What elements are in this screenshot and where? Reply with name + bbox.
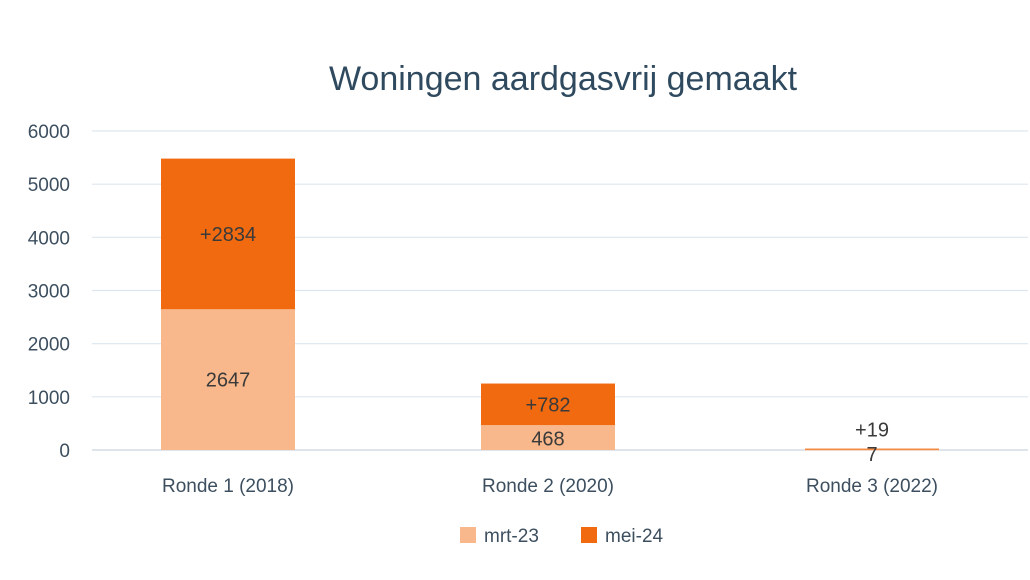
legend-swatch bbox=[460, 527, 476, 543]
y-tick-label: 1000 bbox=[28, 388, 70, 409]
y-tick-label: 0 bbox=[59, 441, 70, 462]
bar-segment-mei-24 bbox=[805, 448, 939, 450]
grid-layer: 0 1000 2000 3000 4000 5000 6000 bbox=[28, 122, 1028, 462]
legend: mrt-23 mei-24 bbox=[460, 526, 664, 547]
legend-swatch bbox=[581, 527, 597, 543]
y-tick-label: 2000 bbox=[28, 335, 70, 356]
data-label: +2834 bbox=[200, 224, 256, 246]
bar-segment-mei-24 bbox=[161, 158, 295, 310]
x-category-label: Ronde 1 (2018) bbox=[162, 476, 294, 497]
x-category-label: Ronde 2 (2020) bbox=[482, 476, 614, 497]
bar-segment-mrt-23 bbox=[161, 309, 295, 450]
bar-segment-mrt-23 bbox=[481, 425, 615, 450]
data-label: +782 bbox=[525, 394, 570, 416]
legend-label: mei-24 bbox=[605, 526, 664, 547]
labels-layer: 2647 +2834 Ronde 1 (2018) 468 +782 Ronde 2 (2… bbox=[162, 224, 938, 497]
bar-segment-mrt-23 bbox=[805, 449, 939, 451]
data-label: 2647 bbox=[206, 370, 251, 392]
chart-title: Woningen aardgasvrij gemaakt bbox=[329, 60, 798, 98]
bar-segment-mei-24 bbox=[481, 383, 615, 426]
y-tick-label: 4000 bbox=[28, 228, 70, 249]
bars-layer bbox=[161, 158, 939, 451]
data-label: 7 bbox=[866, 444, 877, 466]
y-tick-label: 5000 bbox=[28, 175, 70, 196]
data-label: 468 bbox=[531, 429, 564, 451]
y-tick-label: 3000 bbox=[28, 282, 70, 303]
y-tick-label: 6000 bbox=[28, 122, 70, 143]
data-label: +19 bbox=[855, 420, 889, 442]
x-category-label: Ronde 3 (2022) bbox=[806, 476, 938, 497]
legend-label: mrt-23 bbox=[484, 526, 539, 547]
